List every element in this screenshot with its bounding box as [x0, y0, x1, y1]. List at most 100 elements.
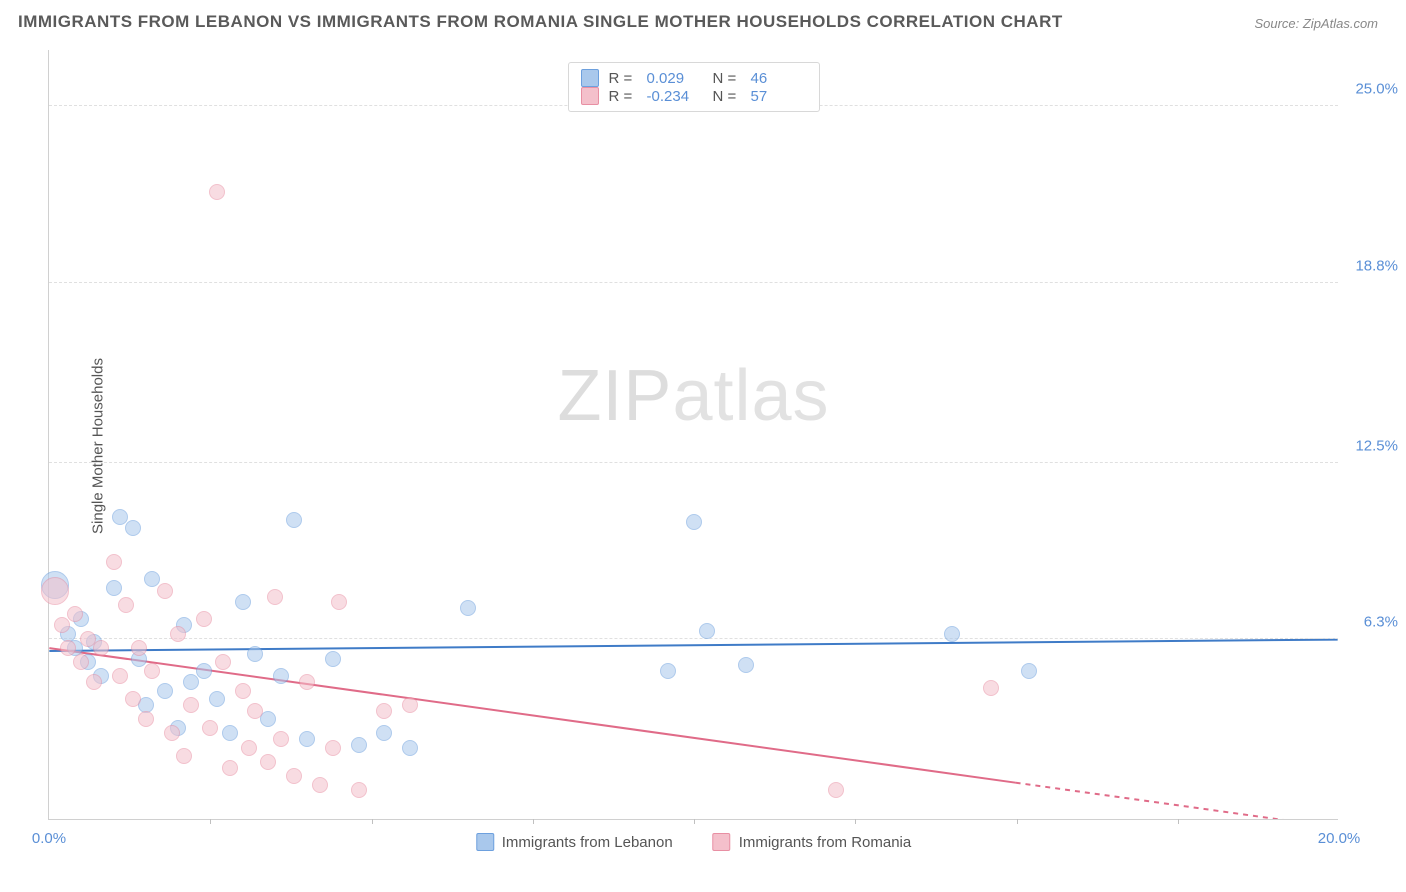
legend-series: Immigrants from Lebanon Immigrants from …	[476, 833, 911, 851]
data-point-romania	[93, 640, 109, 656]
trend-line-romania	[49, 648, 1015, 783]
data-point-romania	[983, 680, 999, 696]
data-point-romania	[183, 697, 199, 713]
data-point-romania	[235, 683, 251, 699]
data-point-lebanon	[1021, 663, 1037, 679]
data-point-romania	[157, 583, 173, 599]
gridline-h	[49, 282, 1338, 283]
data-point-romania	[106, 554, 122, 570]
data-point-lebanon	[738, 657, 754, 673]
legend-swatch-romania	[713, 833, 731, 851]
y-tick-label: 25.0%	[1355, 81, 1398, 98]
data-point-romania	[54, 617, 70, 633]
legend-r-value-lebanon: 0.029	[647, 70, 703, 87]
gridline-h	[49, 638, 1338, 639]
data-point-romania	[299, 674, 315, 690]
data-point-romania	[176, 748, 192, 764]
data-point-lebanon	[686, 514, 702, 530]
data-point-romania	[376, 703, 392, 719]
data-point-romania	[112, 668, 128, 684]
legend-label-romania: Immigrants from Romania	[739, 834, 912, 851]
watermark: ZIPatlas	[557, 355, 829, 437]
gridline-h	[49, 462, 1338, 463]
legend-r-value-romania: -0.234	[647, 88, 703, 105]
data-point-lebanon	[196, 663, 212, 679]
x-tick-label: 0.0%	[32, 830, 66, 847]
legend-r-label: R =	[609, 88, 637, 105]
data-point-romania	[222, 760, 238, 776]
x-tick-mark	[372, 819, 373, 824]
data-point-lebanon	[157, 683, 173, 699]
legend-stats-box: R = 0.029 N = 46 R = -0.234 N = 57	[568, 62, 820, 112]
x-tick-mark	[855, 819, 856, 824]
data-point-lebanon	[351, 737, 367, 753]
legend-n-label: N =	[713, 70, 741, 87]
data-point-romania	[273, 731, 289, 747]
data-point-romania	[260, 754, 276, 770]
data-point-romania	[267, 589, 283, 605]
data-point-romania	[312, 777, 328, 793]
data-point-lebanon	[325, 651, 341, 667]
legend-stats-row-lebanon: R = 0.029 N = 46	[581, 69, 807, 87]
legend-swatch-lebanon	[581, 69, 599, 87]
trend-line-lebanon	[49, 640, 1337, 651]
legend-label-lebanon: Immigrants from Lebanon	[502, 834, 673, 851]
legend-n-value-romania: 57	[751, 88, 807, 105]
data-point-romania	[241, 740, 257, 756]
data-point-lebanon	[460, 600, 476, 616]
legend-r-label: R =	[609, 70, 637, 87]
data-point-romania	[138, 711, 154, 727]
source-label: Source: ZipAtlas.com	[1254, 16, 1378, 31]
data-point-romania	[60, 640, 76, 656]
data-point-romania	[209, 184, 225, 200]
legend-item-romania: Immigrants from Romania	[713, 833, 912, 851]
x-tick-mark	[210, 819, 211, 824]
data-point-romania	[828, 782, 844, 798]
legend-n-label: N =	[713, 88, 741, 105]
data-point-lebanon	[402, 740, 418, 756]
y-tick-label: 18.8%	[1355, 257, 1398, 274]
data-point-lebanon	[660, 663, 676, 679]
y-tick-label: 6.3%	[1364, 614, 1398, 631]
data-point-lebanon	[235, 594, 251, 610]
data-point-romania	[402, 697, 418, 713]
data-point-romania	[202, 720, 218, 736]
data-point-romania	[131, 640, 147, 656]
data-point-romania	[67, 606, 83, 622]
data-point-lebanon	[376, 725, 392, 741]
data-point-romania	[170, 626, 186, 642]
chart-plot-area: ZIPatlas R = 0.029 N = 46 R = -0.234 N =…	[48, 50, 1338, 820]
data-point-lebanon	[125, 520, 141, 536]
legend-n-value-lebanon: 46	[751, 70, 807, 87]
chart-title: IMMIGRANTS FROM LEBANON VS IMMIGRANTS FR…	[18, 12, 1063, 32]
legend-swatch-romania	[581, 87, 599, 105]
data-point-romania	[73, 654, 89, 670]
trend-line-romania-dashed	[1016, 783, 1338, 819]
data-point-romania	[286, 768, 302, 784]
data-point-romania	[41, 577, 69, 605]
x-tick-mark	[533, 819, 534, 824]
y-tick-label: 12.5%	[1355, 437, 1398, 454]
data-point-lebanon	[944, 626, 960, 642]
data-point-romania	[118, 597, 134, 613]
legend-swatch-lebanon	[476, 833, 494, 851]
data-point-lebanon	[222, 725, 238, 741]
x-tick-mark	[1017, 819, 1018, 824]
data-point-romania	[215, 654, 231, 670]
data-point-romania	[164, 725, 180, 741]
data-point-lebanon	[247, 646, 263, 662]
data-point-romania	[125, 691, 141, 707]
watermark-bold: ZIP	[557, 356, 672, 436]
data-point-lebanon	[106, 580, 122, 596]
x-tick-mark	[1178, 819, 1179, 824]
data-point-romania	[351, 782, 367, 798]
data-point-lebanon	[183, 674, 199, 690]
legend-stats-row-romania: R = -0.234 N = 57	[581, 87, 807, 105]
data-point-romania	[331, 594, 347, 610]
data-point-lebanon	[699, 623, 715, 639]
data-point-lebanon	[286, 512, 302, 528]
data-point-lebanon	[209, 691, 225, 707]
data-point-romania	[196, 611, 212, 627]
x-tick-mark	[694, 819, 695, 824]
x-tick-label: 20.0%	[1318, 830, 1361, 847]
